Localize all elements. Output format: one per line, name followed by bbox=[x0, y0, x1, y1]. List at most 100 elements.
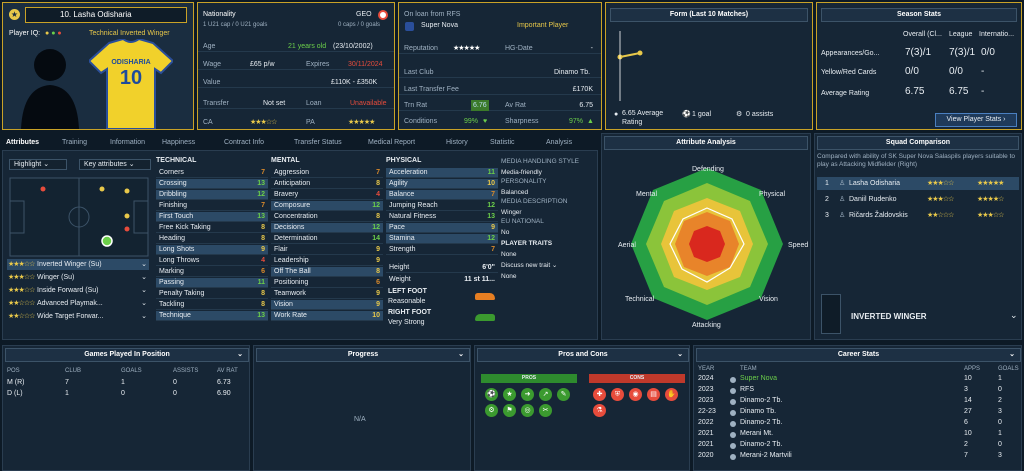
attribute-row[interactable]: Free Kick Taking 8 bbox=[156, 223, 268, 233]
attribute-row[interactable]: Stamina 12 bbox=[386, 234, 498, 244]
role-row[interactable]: ★★★☆☆ Inverted Winger (Su) ⌄ bbox=[7, 259, 149, 270]
attribute-row[interactable]: Penalty Taking 8 bbox=[156, 289, 268, 299]
games-title[interactable]: Games Played In Position ⌄ bbox=[5, 348, 249, 362]
tab-transfer-status[interactable]: Transfer Status bbox=[294, 139, 342, 146]
attribute-row[interactable]: Bravery 4 bbox=[271, 190, 383, 200]
career-cell[interactable]: Merani Mt. bbox=[740, 430, 774, 437]
attribute-row[interactable]: Flair 9 bbox=[271, 245, 383, 255]
player-name-box[interactable]: 10. Lasha Odisharia bbox=[25, 7, 187, 23]
career-cell[interactable]: Dinamo-2 Tb. bbox=[740, 419, 783, 426]
role-row[interactable]: ★★☆☆☆ Wide Target Forwar... ⌄ bbox=[7, 311, 149, 322]
attribute-row[interactable]: Technique 13 bbox=[156, 311, 268, 321]
tab-analysis[interactable]: Analysis bbox=[546, 139, 573, 146]
attribute-row[interactable]: Marking 6 bbox=[156, 267, 268, 277]
attribute-row[interactable]: Heading 8 bbox=[156, 234, 268, 244]
key-attributes-dropdown[interactable]: Key attributes ⌄ bbox=[79, 159, 151, 170]
attribute-row[interactable]: Long Throws 4 bbox=[156, 256, 268, 266]
attribute-row[interactable]: Balance 7 bbox=[386, 190, 498, 200]
attribute-row[interactable]: Composure 12 bbox=[271, 201, 383, 211]
discuss-trait-dropdown[interactable]: Discuss new trait ⌄ bbox=[501, 262, 558, 269]
attribute-value: 12 bbox=[257, 191, 265, 198]
highlight-dropdown[interactable]: Highlight ⌄ bbox=[9, 159, 67, 170]
attribute-row[interactable]: Crossing 13 bbox=[156, 179, 268, 189]
attribute-row[interactable]: Vision 9 bbox=[271, 300, 383, 310]
career-cell[interactable]: Dinamo-2 Tb. bbox=[740, 441, 783, 448]
loan-club[interactable]: Super Nova bbox=[421, 22, 458, 29]
chevron-down-icon[interactable]: ⌄ bbox=[141, 300, 147, 307]
attribute-row[interactable]: Positioning 6 bbox=[271, 278, 383, 288]
attribute-row[interactable]: Pace 9 bbox=[386, 223, 498, 233]
tab-information[interactable]: Information bbox=[110, 139, 146, 146]
attribute-row[interactable]: Off The Ball 8 bbox=[271, 267, 383, 277]
tab-contract-info[interactable]: Contract Info bbox=[224, 139, 265, 146]
attribute-row[interactable]: Natural Fitness 13 bbox=[386, 212, 498, 222]
attribute-row[interactable]: Teamwork 9 bbox=[271, 289, 383, 299]
left-foot-label: LEFT FOOT bbox=[388, 288, 427, 295]
attribute-row[interactable]: Dribbling 12 bbox=[156, 190, 268, 200]
attribute-row[interactable]: Work Rate 10 bbox=[271, 311, 383, 321]
career-cell: 2 bbox=[998, 397, 1002, 404]
attribute-row[interactable]: Strength 7 bbox=[386, 245, 498, 255]
pros-cons-title[interactable]: Pros and Cons ⌄ bbox=[477, 348, 689, 362]
attribute-row[interactable]: Leadership 9 bbox=[271, 256, 383, 266]
attribute-row[interactable]: First Touch 13 bbox=[156, 212, 268, 222]
chevron-down-icon[interactable]: ⌄ bbox=[141, 313, 147, 320]
role-row[interactable]: ★★★☆☆ Winger (Su) ⌄ bbox=[7, 272, 149, 283]
season-title[interactable]: Season Stats bbox=[821, 8, 1017, 22]
attribute-row[interactable]: Decisions 12 bbox=[271, 223, 383, 233]
tab-training[interactable]: Training bbox=[62, 139, 88, 146]
chevron-down-icon[interactable]: ⌄ bbox=[141, 261, 147, 268]
career-title[interactable]: Career Stats ⌄ bbox=[696, 348, 1021, 362]
role-stars: ★★★☆☆ bbox=[8, 261, 35, 268]
games-cell: D (L) bbox=[7, 390, 23, 397]
tab-happiness[interactable]: Happiness bbox=[162, 139, 196, 146]
career-cell[interactable]: Dinamo-2 Tb. bbox=[740, 397, 783, 404]
attribute-row[interactable]: Acceleration 11 bbox=[386, 168, 498, 178]
attribute-row[interactable]: Corners 7 bbox=[156, 168, 268, 178]
attribute-value: 9 bbox=[376, 257, 380, 264]
attribute-name: Finishing bbox=[159, 202, 188, 209]
attribute-row[interactable]: Jumping Reach 12 bbox=[386, 201, 498, 211]
career-cell[interactable]: Super Nova bbox=[740, 375, 777, 382]
chevron-down-icon[interactable]: ⌄ bbox=[141, 274, 147, 281]
form-chart bbox=[617, 31, 643, 101]
career-cell[interactable]: Merani-2 Martvili bbox=[740, 452, 792, 459]
role-row[interactable]: ★★★☆☆ Inside Forward (Su) ⌄ bbox=[7, 285, 149, 296]
attribute-row[interactable]: Long Shots 9 bbox=[156, 245, 268, 255]
favourite-star-icon[interactable]: ★ bbox=[9, 9, 20, 20]
last-club-value[interactable]: Dinamo Tb. bbox=[554, 69, 591, 76]
form-title[interactable]: Form (Last 10 Matches) bbox=[610, 8, 808, 22]
squad-title[interactable]: Squad Comparison bbox=[817, 136, 1019, 150]
attribute-row[interactable]: Aggression 7 bbox=[271, 168, 383, 178]
games-cell: 1 bbox=[65, 390, 69, 397]
pros-cons-dropdown-icon[interactable]: ⌄ bbox=[677, 351, 683, 358]
role-dropdown-icon[interactable]: ⌄ bbox=[1010, 310, 1018, 320]
squad-row[interactable]: 1 ♙ Lasha Odisharia ★★★☆☆ ★★★★★ bbox=[817, 177, 1019, 190]
squad-row[interactable]: 3 ♙ Ričards Žaldovskis ★★☆☆☆ ★★★☆☆ bbox=[817, 209, 1019, 222]
attribute-row[interactable]: Passing 11 bbox=[156, 278, 268, 288]
attribute-value: 13 bbox=[257, 213, 265, 220]
games-dropdown-icon[interactable]: ⌄ bbox=[237, 351, 243, 358]
tab-attributes[interactable]: Attributes bbox=[6, 139, 40, 146]
tab-statistic[interactable]: Statistic bbox=[490, 139, 515, 146]
weight-label: Weight bbox=[389, 276, 411, 283]
squad-row[interactable]: 2 ♙ Daniil Rudenko ★★★☆☆ ★★★★☆ bbox=[817, 193, 1019, 206]
tab-history[interactable]: History bbox=[446, 139, 468, 146]
attribute-row[interactable]: Tackling 8 bbox=[156, 300, 268, 310]
career-cell[interactable]: RFS bbox=[740, 386, 754, 393]
attribute-row[interactable]: Agility 10 bbox=[386, 179, 498, 189]
progress-title[interactable]: Progress ⌄ bbox=[256, 348, 470, 362]
attribute-row[interactable]: Anticipation 8 bbox=[271, 179, 383, 189]
career-cell[interactable]: Dinamo Tb. bbox=[740, 408, 777, 415]
analysis-title[interactable]: Attribute Analysis bbox=[604, 136, 808, 150]
fee-value: £170K bbox=[572, 86, 593, 93]
attribute-row[interactable]: Determination 14 bbox=[271, 234, 383, 244]
tab-medical-report[interactable]: Medical Report bbox=[368, 139, 416, 146]
attribute-row[interactable]: Concentration 8 bbox=[271, 212, 383, 222]
role-row[interactable]: ★★☆☆☆ Advanced Playmak... ⌄ bbox=[7, 298, 149, 309]
view-player-stats-button[interactable]: View Player Stats › bbox=[935, 113, 1017, 127]
chevron-down-icon[interactable]: ⌄ bbox=[141, 287, 147, 294]
progress-dropdown-icon[interactable]: ⌄ bbox=[458, 351, 464, 358]
attribute-row[interactable]: Finishing 7 bbox=[156, 201, 268, 211]
career-dropdown-icon[interactable]: ⌄ bbox=[1009, 351, 1015, 358]
